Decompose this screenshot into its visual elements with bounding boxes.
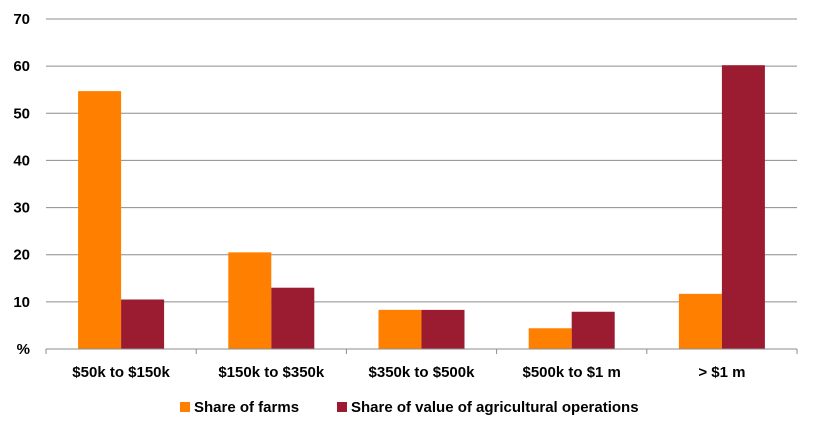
bar-share-of-farms-1 — [228, 252, 272, 349]
y-tick-label: 20 — [13, 247, 30, 264]
y-tick-label: % — [17, 341, 30, 358]
y-axis-ticks: % 10 20 30 40 50 60 70 — [13, 11, 30, 358]
x-axis-ticks: $50k to $150k $150k to $350k $350k to $500… — [72, 364, 745, 381]
y-tick-label: 60 — [13, 58, 30, 75]
x-tick-label: $150k to $350k — [218, 364, 325, 381]
legend-label: Share of value of agricultural operation… — [351, 399, 639, 416]
x-axis — [45, 348, 798, 354]
x-tick-label: $50k to $150k — [72, 364, 170, 381]
bars — [78, 65, 765, 349]
bar-share-of-farms-0 — [78, 91, 122, 349]
bar-share-of-value-4 — [721, 65, 765, 349]
x-tick-label: $350k to $500k — [369, 364, 476, 381]
legend-swatch — [180, 402, 190, 412]
y-tick-label: 10 — [13, 294, 30, 311]
y-tick-label: 40 — [13, 152, 30, 169]
legend-swatch — [337, 402, 347, 412]
y-tick-label: 30 — [13, 200, 30, 217]
bar-share-of-farms-4 — [678, 293, 722, 349]
legend: Share of farms Share of value of agricult… — [180, 399, 639, 416]
gridlines — [46, 18, 797, 303]
x-tick-label: $500k to $1 m — [522, 364, 620, 381]
bar-share-of-farms-3 — [528, 328, 572, 349]
y-tick-label: 50 — [13, 105, 30, 122]
bar-share-of-value-1 — [271, 287, 315, 349]
bar-share-of-value-0 — [121, 299, 165, 349]
x-tick-label: > $1 m — [698, 364, 745, 381]
bar-share-of-farms-2 — [378, 309, 422, 349]
bar-share-of-value-3 — [571, 311, 615, 349]
y-tick-label: 70 — [13, 11, 30, 28]
legend-label: Share of farms — [194, 399, 299, 416]
bar-share-of-value-2 — [421, 309, 465, 349]
